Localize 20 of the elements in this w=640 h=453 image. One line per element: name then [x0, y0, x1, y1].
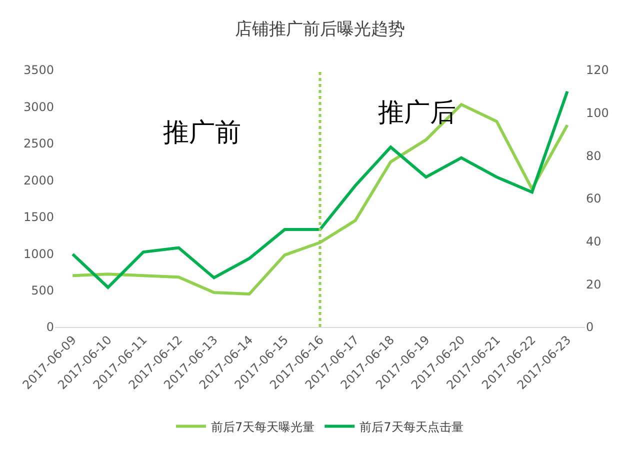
annotation: 推广前: [163, 118, 241, 148]
y2-tick-label: 20: [586, 277, 602, 292]
y2-tick-label: 80: [586, 148, 602, 163]
y-tick-label: 2500: [23, 136, 54, 151]
y-tick-label: 0: [46, 320, 54, 334]
y-tick-label: 1000: [23, 246, 54, 261]
legend-label: 前后7天每天点击量: [360, 420, 464, 434]
y-tick-label: 1500: [23, 210, 54, 224]
y-tick-label: 500: [31, 283, 54, 298]
y2-tick-label: 100: [586, 106, 609, 120]
chart-title: 店铺推广前后曝光趋势: [235, 20, 405, 40]
annotation: 推广后: [378, 98, 456, 128]
y-tick-label: 3000: [23, 100, 54, 114]
y-tick-label: 2000: [23, 173, 54, 188]
y2-tick-label: 40: [586, 234, 602, 249]
y2-tick-label: 0: [586, 320, 594, 334]
y2-tick-label: 120: [586, 63, 609, 78]
y-tick-label: 3500: [23, 63, 54, 78]
y2-tick-label: 60: [586, 192, 602, 206]
legend-label: 前后7天每天曝光量: [211, 420, 315, 434]
